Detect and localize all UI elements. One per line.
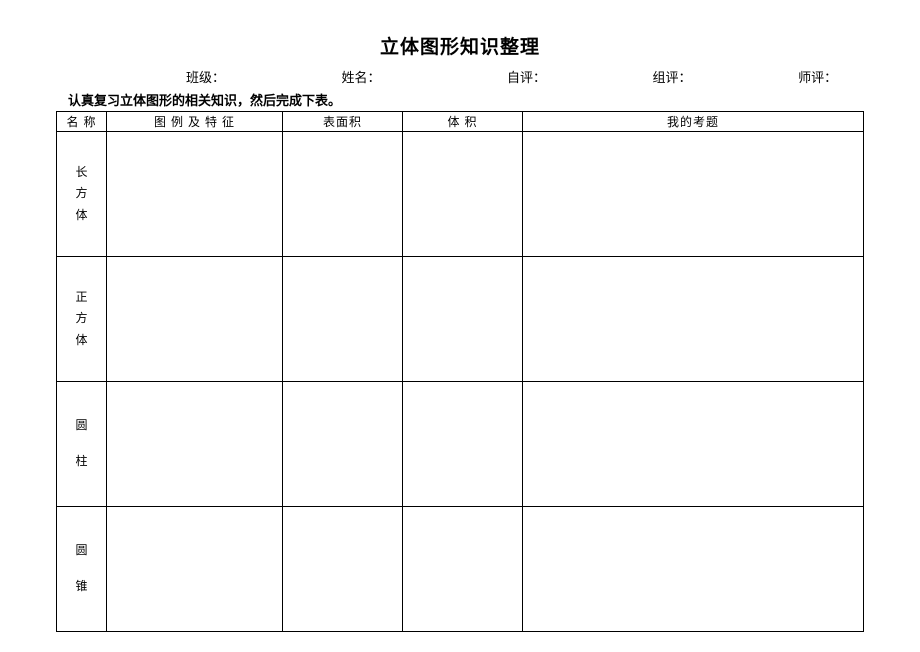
cell-name: 长 方 体: [57, 132, 107, 257]
name-label: 姓名：: [342, 67, 381, 86]
cell-name: 圆 锥: [57, 507, 107, 632]
cell-question: [523, 382, 864, 507]
char: 圆: [57, 415, 106, 437]
table-row: 圆 柱: [57, 382, 864, 507]
char: 方: [57, 308, 106, 330]
header-name: 名 称: [57, 112, 107, 132]
cell-name: 圆 柱: [57, 382, 107, 507]
char: 圆: [57, 540, 106, 562]
cell-question: [523, 257, 864, 382]
char: 长: [57, 162, 106, 184]
cell-name: 正 方 体: [57, 257, 107, 382]
cell-volume: [403, 382, 523, 507]
cell-surface: [283, 257, 403, 382]
char: 柱: [57, 451, 106, 473]
shape-name-cuboid: 长 方 体: [57, 162, 106, 227]
instruction-text: 认真复习立体图形的相关知识，然后完成下表。: [56, 90, 864, 109]
page-title: 立体图形知识整理: [56, 32, 864, 59]
class-label: 班级：: [186, 67, 225, 86]
header-example: 图 例 及 特 征: [107, 112, 283, 132]
shape-name-cylinder: 圆 柱: [57, 415, 106, 472]
worksheet-page: 立体图形知识整理 班级： 姓名： 自评： 组评： 师评： 认真复习立体图形的相关…: [0, 0, 920, 652]
table-row: 正 方 体: [57, 257, 864, 382]
header-volume: 体 积: [403, 112, 523, 132]
cell-volume: [403, 507, 523, 632]
cell-example: [107, 257, 283, 382]
char: 方: [57, 183, 106, 205]
cell-example: [107, 132, 283, 257]
self-eval-label: 自评：: [507, 67, 546, 86]
cell-surface: [283, 382, 403, 507]
teacher-eval-label: 师评：: [798, 67, 837, 86]
table-row: 长 方 体: [57, 132, 864, 257]
table-header-row: 名 称 图 例 及 特 征 表面积 体 积 我的考题: [57, 112, 864, 132]
cell-question: [523, 507, 864, 632]
char: [57, 437, 106, 451]
table-body: 长 方 体 正 方 体: [57, 132, 864, 632]
knowledge-table: 名 称 图 例 及 特 征 表面积 体 积 我的考题 长 方 体: [56, 111, 864, 632]
cell-surface: [283, 507, 403, 632]
cell-volume: [403, 257, 523, 382]
cell-example: [107, 507, 283, 632]
info-row: 班级： 姓名： 自评： 组评： 师评：: [56, 67, 864, 86]
cell-example: [107, 382, 283, 507]
cell-surface: [283, 132, 403, 257]
shape-name-cone: 圆 锥: [57, 540, 106, 597]
char: 锥: [57, 576, 106, 598]
shape-name-cube: 正 方 体: [57, 287, 106, 352]
char: [57, 562, 106, 576]
table-row: 圆 锥: [57, 507, 864, 632]
header-question: 我的考题: [523, 112, 864, 132]
cell-question: [523, 132, 864, 257]
header-surface: 表面积: [283, 112, 403, 132]
char: 体: [57, 205, 106, 227]
cell-volume: [403, 132, 523, 257]
char: 正: [57, 287, 106, 309]
group-eval-label: 组评：: [653, 67, 692, 86]
char: 体: [57, 330, 106, 352]
